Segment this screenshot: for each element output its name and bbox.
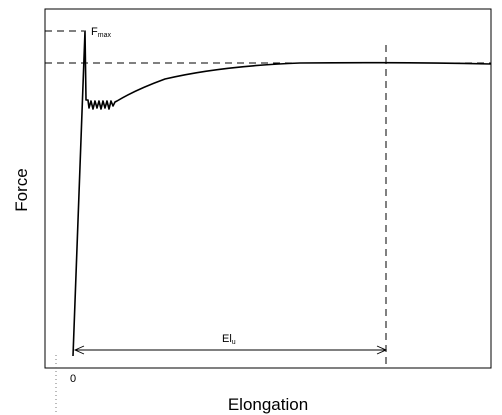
fmax-label: Fmax	[91, 26, 111, 39]
elu-arrowhead-left	[73, 345, 85, 355]
plot-frame	[44, 8, 492, 369]
elu-arrowhead-right	[376, 345, 388, 355]
force-elongation-curve	[72, 30, 492, 357]
x-axis-label: Elongation	[228, 395, 308, 414]
y-axis-label: Force	[12, 168, 31, 211]
x-tick-label-0: 0	[70, 373, 76, 385]
elu-label: Elu	[222, 333, 236, 346]
